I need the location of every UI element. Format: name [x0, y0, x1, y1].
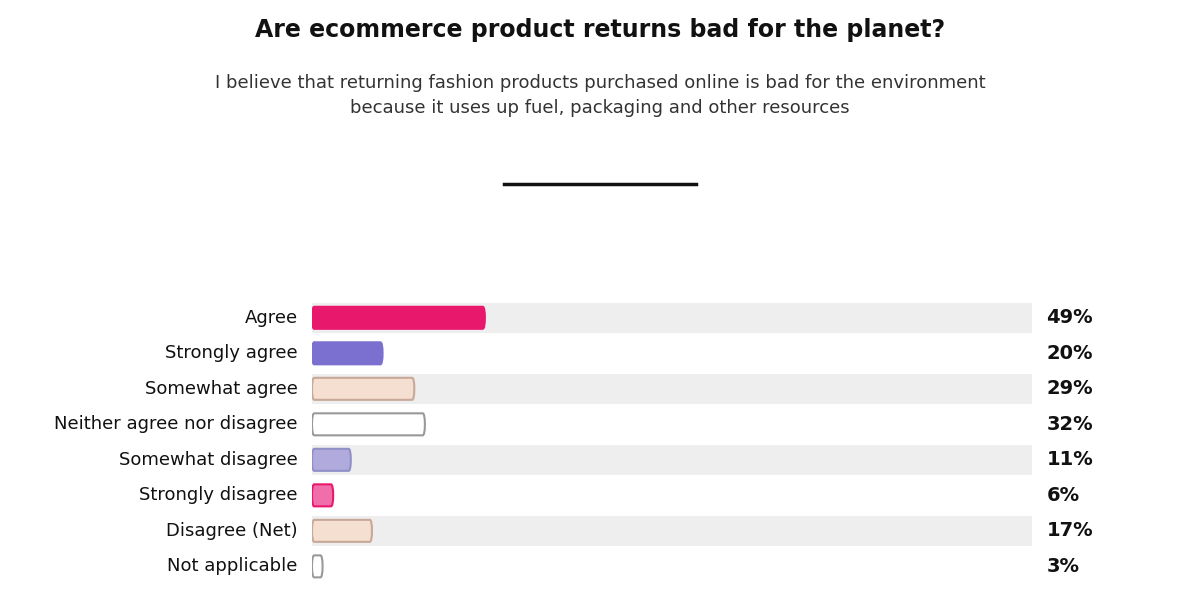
FancyBboxPatch shape [312, 480, 1032, 511]
FancyBboxPatch shape [312, 555, 323, 577]
FancyBboxPatch shape [312, 449, 350, 471]
FancyBboxPatch shape [312, 516, 1032, 546]
FancyBboxPatch shape [312, 373, 1032, 404]
Text: Disagree (Net): Disagree (Net) [166, 522, 298, 540]
Text: Strongly disagree: Strongly disagree [139, 486, 298, 504]
FancyBboxPatch shape [312, 520, 372, 542]
Text: 3%: 3% [1046, 557, 1080, 576]
Text: Somewhat agree: Somewhat agree [145, 380, 298, 398]
Text: 29%: 29% [1046, 379, 1093, 398]
FancyBboxPatch shape [312, 303, 1032, 333]
Text: Are ecommerce product returns bad for the planet?: Are ecommerce product returns bad for th… [254, 18, 946, 42]
Text: Agree: Agree [245, 309, 298, 327]
Text: 11%: 11% [1046, 450, 1093, 469]
FancyBboxPatch shape [312, 338, 1032, 368]
Text: Not applicable: Not applicable [167, 558, 298, 575]
Text: 6%: 6% [1046, 486, 1080, 505]
Text: Somewhat disagree: Somewhat disagree [119, 451, 298, 469]
FancyBboxPatch shape [312, 413, 425, 435]
Text: I believe that returning fashion products purchased online is bad for the enviro: I believe that returning fashion product… [215, 74, 985, 117]
FancyBboxPatch shape [312, 484, 334, 507]
Text: Strongly agree: Strongly agree [164, 344, 298, 362]
FancyBboxPatch shape [312, 551, 1032, 581]
FancyBboxPatch shape [312, 342, 383, 364]
FancyBboxPatch shape [312, 409, 1032, 440]
FancyBboxPatch shape [312, 307, 485, 329]
Text: 17%: 17% [1046, 521, 1093, 540]
FancyBboxPatch shape [312, 378, 414, 400]
Text: 20%: 20% [1046, 344, 1093, 363]
Text: 49%: 49% [1046, 308, 1093, 327]
Text: 32%: 32% [1046, 415, 1093, 434]
FancyBboxPatch shape [312, 445, 1032, 475]
Text: Neither agree nor disagree: Neither agree nor disagree [54, 415, 298, 433]
